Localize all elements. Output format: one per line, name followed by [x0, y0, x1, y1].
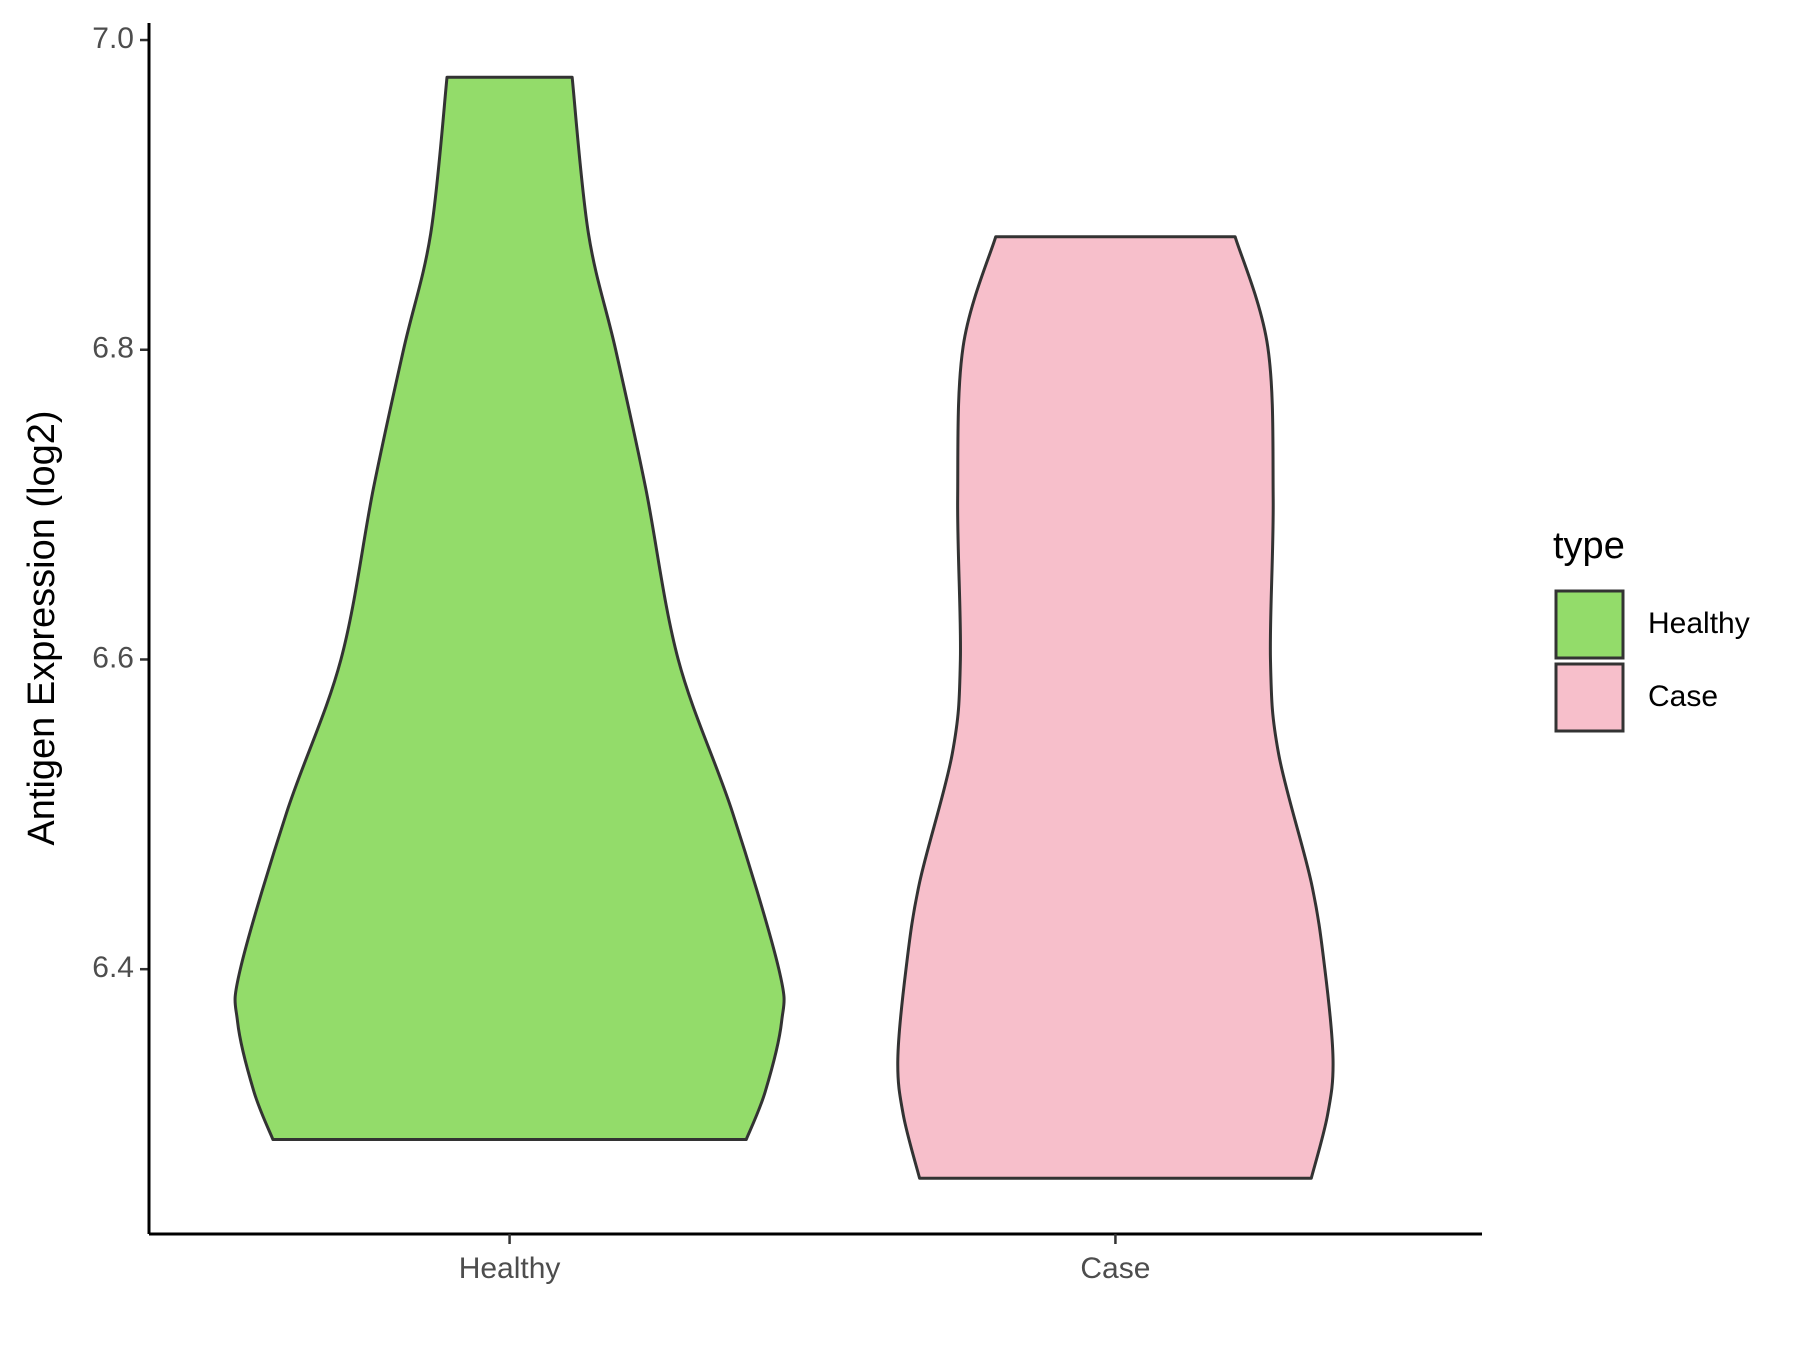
legend-key — [1554, 589, 1625, 660]
x-tick-label: Healthy — [459, 1252, 561, 1285]
legend-key — [1554, 662, 1625, 733]
y-tick-label: 6.4 — [92, 951, 134, 984]
y-tick-label: 6.8 — [92, 332, 134, 365]
y-axis-title: Antigen Expression (log2) — [21, 410, 63, 845]
x-tick-label: Case — [1080, 1252, 1150, 1285]
y-tick-label: 7.0 — [92, 22, 134, 55]
violin — [233, 75, 786, 1142]
y-tick-label: 6.6 — [92, 641, 134, 674]
legend-label: Healthy — [1648, 607, 1750, 640]
violin — [896, 235, 1335, 1180]
legend-label: Case — [1648, 680, 1718, 713]
legend-title: type — [1553, 525, 1625, 567]
